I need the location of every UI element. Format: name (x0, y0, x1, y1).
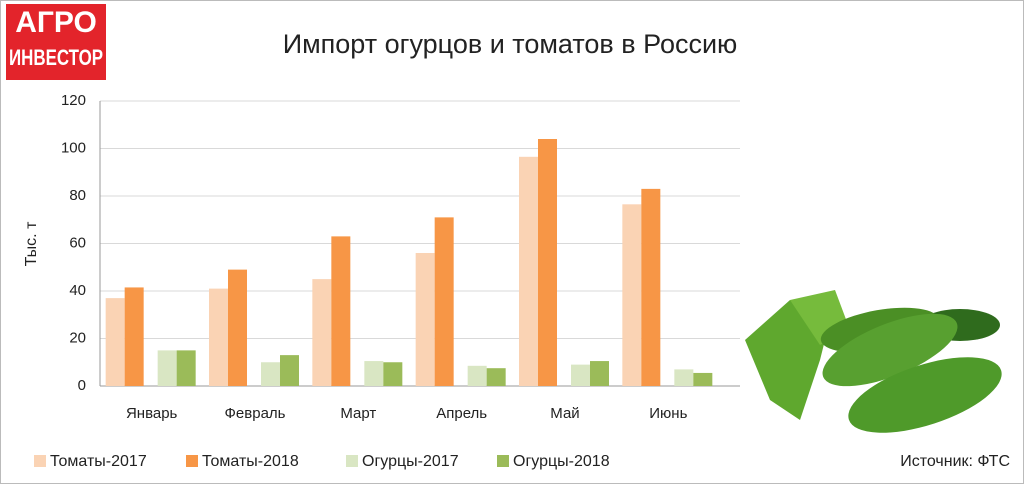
cucumber (822, 313, 958, 387)
chart-title: Импорт огурцов и томатов в Россию (283, 29, 738, 59)
cucumber (848, 357, 1002, 433)
x-tick-label: Февраль (225, 405, 286, 422)
logo-box (6, 4, 106, 80)
bar (124, 287, 144, 386)
x-tick-label: Апрель (436, 405, 487, 422)
x-tick-label: Май (550, 405, 579, 422)
bar (571, 364, 590, 386)
bar (209, 288, 228, 386)
y-tick-label: 20 (69, 329, 86, 346)
bar (674, 369, 694, 386)
bar (415, 253, 435, 386)
x-tick-label: Январь (126, 405, 178, 422)
bar (228, 269, 247, 386)
bar (280, 355, 299, 386)
bar (157, 350, 177, 386)
cucumber-illustration (745, 290, 1002, 433)
y-tick-label: 120 (61, 92, 86, 109)
legend-swatch (497, 455, 509, 467)
bar (105, 298, 125, 386)
legend-label: Томаты-2017 (50, 453, 147, 470)
bar (261, 362, 280, 386)
bar (383, 362, 403, 386)
x-tick-label: Март (340, 405, 376, 422)
legend-swatch (346, 455, 358, 467)
bar (434, 217, 454, 386)
legend-label: Томаты-2018 (202, 453, 299, 470)
bar (331, 236, 351, 386)
bar (622, 204, 642, 386)
bar (641, 188, 661, 386)
bar (538, 139, 557, 386)
x-tick-label: Июнь (649, 405, 687, 422)
legend-swatch (34, 455, 46, 467)
source: Источник: ФТС (900, 453, 1010, 470)
logo-line1: АГРО (15, 6, 97, 39)
bar (486, 368, 506, 386)
bar (590, 361, 609, 386)
y-tick-label: 60 (69, 234, 86, 251)
y-tick-label: 100 (61, 139, 86, 156)
logo-line2: ИНВЕСТОР (9, 45, 103, 70)
bar (312, 279, 332, 386)
y-tick-label: 0 (78, 377, 86, 394)
bar (693, 372, 713, 386)
y-tick-label: 80 (69, 187, 86, 204)
y-tick-label: 40 (69, 282, 86, 299)
bar (519, 156, 538, 386)
legend-label: Огурцы-2017 (362, 453, 459, 470)
bar (364, 361, 384, 386)
legend-swatch (186, 455, 198, 467)
leaf (745, 300, 830, 420)
legend-label: Огурцы-2018 (513, 453, 610, 470)
y-axis-label: Тыс. т (23, 221, 40, 266)
bar (467, 365, 487, 386)
bar (176, 350, 196, 386)
